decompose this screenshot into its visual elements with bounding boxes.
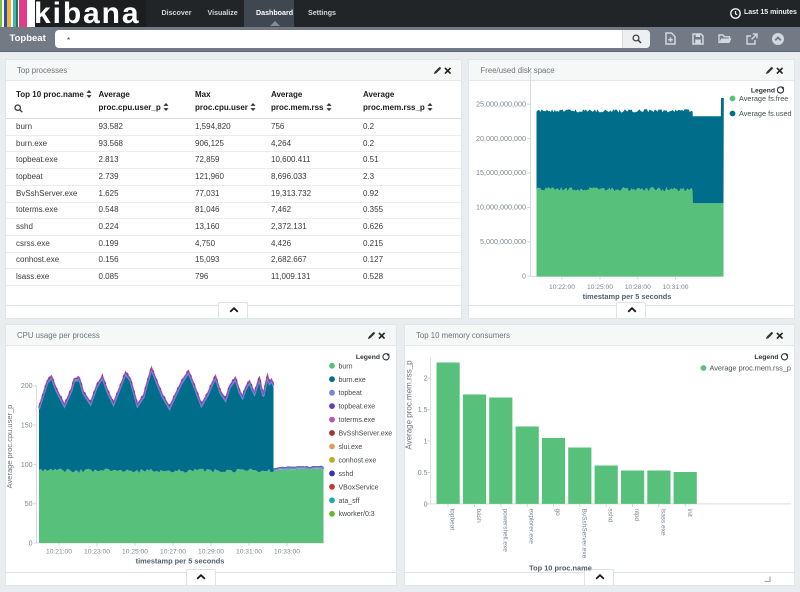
svg-text:Average proc.mem.rss_p: Average proc.mem.rss_p	[709, 363, 790, 372]
svg-text:BvSshServer.exe: BvSshServer.exe	[580, 508, 587, 558]
svg-text:10:31:00: 10:31:00	[662, 283, 688, 290]
svg-text:ata_sff: ata_sff	[338, 497, 359, 504]
svg-text:25,000,000,000: 25,000,000,000	[476, 99, 526, 108]
svg-text:Top 10 proc.name: Top 10 proc.name	[529, 563, 592, 572]
svg-text:topbeat: topbeat	[338, 390, 361, 397]
svg-text:150: 150	[20, 422, 32, 429]
svg-text:200: 200	[20, 383, 32, 390]
svg-text:10:23:00: 10:23:00	[83, 548, 109, 555]
svg-text:0.5: 0.5	[417, 469, 427, 476]
svg-text:Legend: Legend	[751, 87, 775, 94]
svg-text:0: 0	[522, 271, 526, 280]
svg-text:0: 0	[423, 501, 427, 508]
svg-text:10:22:00: 10:22:00	[549, 283, 575, 290]
svg-text:VBoxService: VBoxService	[338, 484, 378, 491]
svg-text:BvSshServer.exe: BvSshServer.exe	[338, 430, 392, 437]
svg-text:Average fs.used: Average fs.used	[739, 109, 792, 118]
svg-text:10:33:00: 10:33:00	[273, 548, 299, 555]
svg-text:init: init	[685, 508, 692, 517]
svg-text:burn: burn	[338, 363, 352, 370]
svg-text:Average proc.cpu.user_p: Average proc.cpu.user_p	[6, 404, 14, 488]
svg-text:10:28:00: 10:28:00	[625, 283, 651, 290]
svg-text:bash: bash	[475, 508, 482, 522]
svg-text:kworker/0:3: kworker/0:3	[338, 511, 374, 518]
svg-text:ntpd: ntpd	[633, 508, 640, 521]
svg-text:10:21:00: 10:21:00	[45, 548, 71, 555]
svg-text:explorer.exe: explorer.exe	[527, 508, 534, 544]
svg-text:timestamp per 5 seconds: timestamp per 5 seconds	[583, 292, 672, 301]
svg-text:10:27:00: 10:27:00	[159, 548, 185, 555]
svg-text:10:29:00: 10:29:00	[197, 548, 223, 555]
svg-text:timestamp per 5 seconds: timestamp per 5 seconds	[135, 556, 224, 565]
svg-text:5,000,000,000: 5,000,000,000	[480, 237, 526, 246]
svg-text:15,000,000,000: 15,000,000,000	[476, 168, 526, 177]
svg-text:topbeat: topbeat	[448, 508, 455, 530]
svg-text:toterms.exe: toterms.exe	[338, 417, 375, 424]
svg-text:Average fs.free: Average fs.free	[739, 94, 788, 103]
svg-text:1.5: 1.5	[417, 407, 427, 414]
svg-text:sshd: sshd	[338, 470, 353, 477]
svg-text:burn.exe: burn.exe	[338, 376, 365, 383]
svg-text:powershell.exe: powershell.exe	[501, 508, 508, 552]
svg-text:Legend: Legend	[355, 354, 379, 361]
svg-text:Legend: Legend	[754, 354, 778, 361]
svg-text:conhost.exe: conhost.exe	[338, 457, 376, 464]
svg-text:Average proc.mem.rss_p: Average proc.mem.rss_p	[405, 359, 414, 449]
svg-text:10:31:00: 10:31:00	[235, 548, 261, 555]
svg-text:10:25:00: 10:25:00	[587, 283, 613, 290]
svg-text:10:25:00: 10:25:00	[121, 548, 147, 555]
svg-text:100: 100	[20, 461, 32, 468]
svg-text:sshd: sshd	[606, 508, 613, 522]
svg-text:go: go	[554, 508, 561, 516]
svg-text:20,000,000,000: 20,000,000,000	[476, 133, 526, 142]
svg-text:0: 0	[28, 540, 32, 547]
svg-text:slui.exe: slui.exe	[338, 444, 362, 451]
svg-text:50: 50	[24, 501, 32, 508]
svg-text:topbeat.exe: topbeat.exe	[338, 403, 375, 410]
svg-text:2: 2	[423, 375, 427, 382]
svg-text:10,000,000,000: 10,000,000,000	[476, 202, 526, 211]
svg-text:1: 1	[423, 438, 427, 445]
svg-text:lsass.exe: lsass.exe	[659, 508, 666, 535]
